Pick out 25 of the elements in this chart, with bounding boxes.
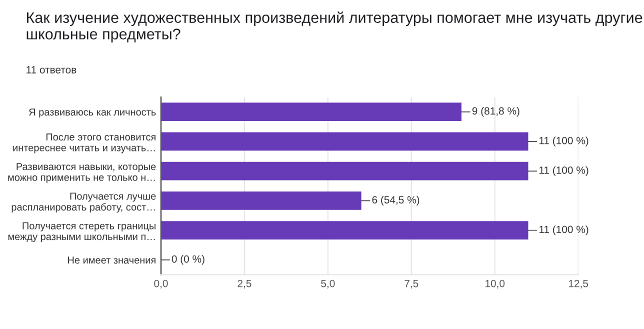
x-tick-label: 7,5: [404, 280, 418, 288]
bar: [161, 221, 528, 240]
x-tick-label: 2,5: [238, 280, 252, 288]
text: 11 ответов: [26, 66, 76, 74]
data-label: 9 (81,8 %): [472, 107, 520, 117]
y-tick-label: Я развиваюсь как личность: [29, 108, 156, 118]
bar: [161, 162, 528, 180]
x-tick-label: 5,0: [321, 280, 335, 288]
x-tick-label: 12,5: [568, 280, 588, 288]
y-tick-label: Не имеет значения: [68, 256, 156, 264]
data-label: 11 (100 %): [539, 166, 588, 176]
bar: [161, 192, 362, 210]
y-tick-label: Получается лучше распланировать работу, сост…: [12, 192, 156, 213]
chart-title: Как изучение художественных произведений литературы помогает мне изучать другие школьные предметы?: [26, 12, 642, 42]
bar: [161, 102, 462, 122]
x-tick-label: 10,0: [486, 280, 505, 288]
x-tick-label: 0,0: [154, 280, 168, 288]
data-label: 11 (100 %): [539, 136, 588, 146]
y-tick-label: После этого становится интереснее читать и изучать…: [13, 134, 156, 154]
bar: [161, 132, 528, 151]
y-tick-label: Получается стереть границы между разными школьными п…: [8, 222, 156, 242]
data-label: 11 (100 %): [539, 225, 588, 236]
data-label: 6 (54,5 %): [372, 196, 420, 206]
y-tick-label: Развиваются навыки, которые можно применить не только н…: [8, 163, 156, 183]
data-label: 0 (0 %): [172, 255, 204, 265]
